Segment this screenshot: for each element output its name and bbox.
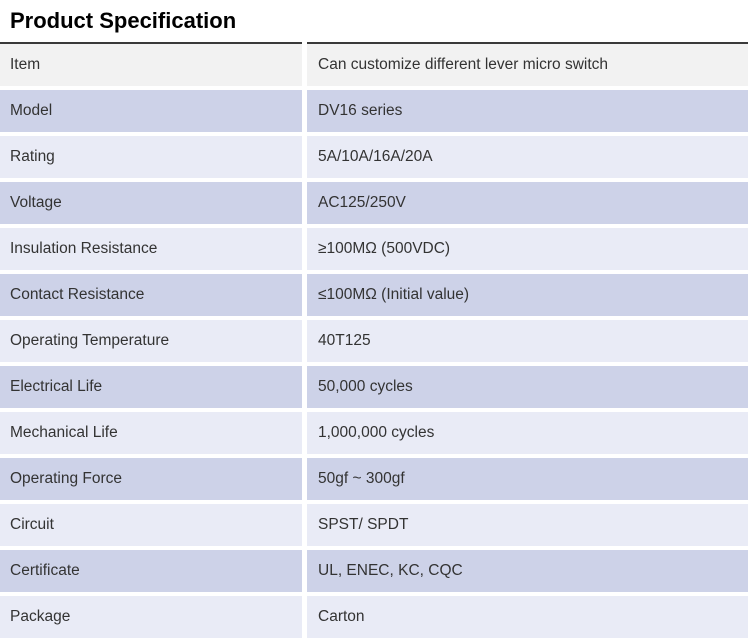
spec-value-cell: 1,000,000 cycles	[307, 412, 748, 454]
spec-label-cell: Insulation Resistance	[0, 228, 302, 270]
page-title: Product Specification	[10, 8, 237, 33]
spec-value-cell: AC125/250V	[307, 182, 748, 224]
table-row: Electrical Life 50,000 cycles	[0, 366, 748, 408]
table-row: Contact Resistance ≤100MΩ (Initial value…	[0, 274, 748, 316]
spec-value-cell: ≤100MΩ (Initial value)	[307, 274, 748, 316]
spec-value-cell: SPST/ SPDT	[307, 504, 748, 546]
spec-value-cell: 5A/10A/16A/20A	[307, 136, 748, 178]
table-row: Mechanical Life 1,000,000 cycles	[0, 412, 748, 454]
spec-label-cell: Operating Force	[0, 458, 302, 500]
spec-label-cell: Mechanical Life	[0, 412, 302, 454]
spec-label-cell: Electrical Life	[0, 366, 302, 408]
spec-value-cell: UL, ENEC, KC, CQC	[307, 550, 748, 592]
spec-label-cell: Contact Resistance	[0, 274, 302, 316]
spec-value-cell: DV16 series	[307, 90, 748, 132]
spec-value-cell: ≥100MΩ (500VDC)	[307, 228, 748, 270]
table-row: Operating Temperature 40T125	[0, 320, 748, 362]
spec-label-cell: Circuit	[0, 504, 302, 546]
table-row: Circuit SPST/ SPDT	[0, 504, 748, 546]
table-row: Rating 5A/10A/16A/20A	[0, 136, 748, 178]
spec-label-cell: Voltage	[0, 182, 302, 224]
spec-label-cell: Model	[0, 90, 302, 132]
table-row: Model DV16 series	[0, 90, 748, 132]
table-row: Voltage AC125/250V	[0, 182, 748, 224]
spec-value-cell: 50,000 cycles	[307, 366, 748, 408]
table-row: Package Carton	[0, 596, 748, 638]
table-row: Certificate UL, ENEC, KC, CQC	[0, 550, 748, 592]
table-row: Operating Force 50gf ~ 300gf	[0, 458, 748, 500]
spec-value-cell: 50gf ~ 300gf	[307, 458, 748, 500]
table-row: Item Can customize different lever micro…	[0, 42, 748, 86]
spec-label-cell: Package	[0, 596, 302, 638]
spec-value-cell: Carton	[307, 596, 748, 638]
spec-table: Item Can customize different lever micro…	[0, 42, 748, 638]
table-row: Insulation Resistance ≥100MΩ (500VDC)	[0, 228, 748, 270]
spec-label-cell: Operating Temperature	[0, 320, 302, 362]
spec-label-cell: Rating	[0, 136, 302, 178]
spec-value-cell: 40T125	[307, 320, 748, 362]
spec-label-cell: Certificate	[0, 550, 302, 592]
spec-value-cell: Can customize different lever micro swit…	[307, 42, 748, 86]
spec-label-cell: Item	[0, 42, 302, 86]
